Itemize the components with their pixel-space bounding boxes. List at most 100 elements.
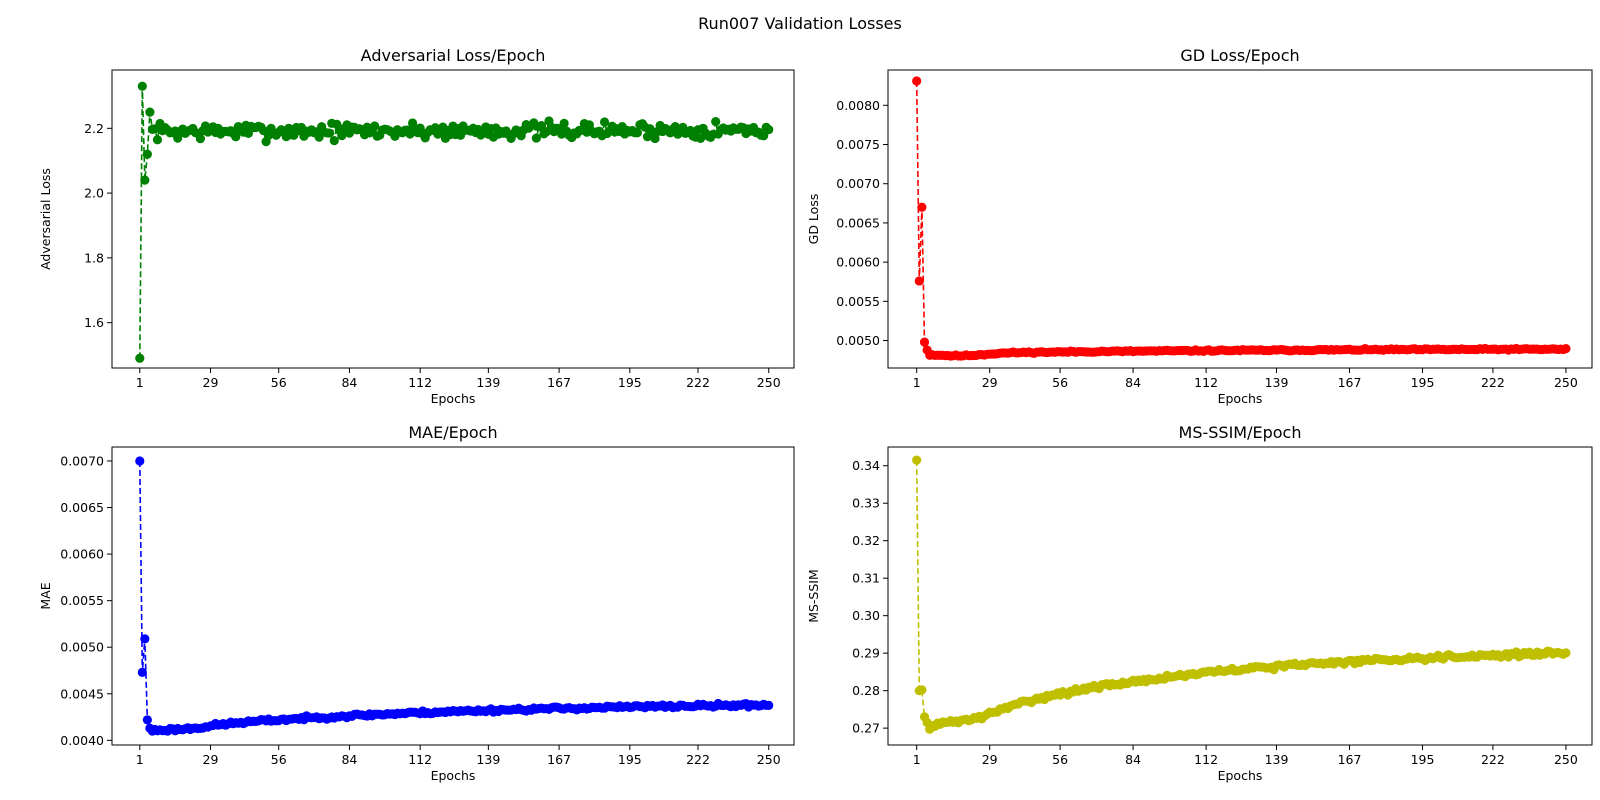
x-tick-label: 222 (1481, 375, 1505, 390)
subplot-title: MS-SSIM/Epoch (1179, 423, 1302, 442)
x-tick-label: 29 (982, 375, 998, 390)
y-axis-label: Adversarial Loss (38, 168, 53, 270)
data-point (152, 135, 163, 145)
subplot-ms-ssim: MS-SSIM/Epoch 1 29 56 84 112 139 167 195 222 250 0.… (806, 423, 1593, 783)
series (912, 455, 1571, 734)
data-point (632, 128, 642, 138)
x-tick-label: 222 (686, 375, 710, 390)
x-tick-label: 167 (1338, 752, 1362, 767)
y-tick-label: 0.0050 (836, 333, 880, 348)
x-tick-label: 29 (203, 375, 219, 390)
data-point (914, 276, 924, 286)
data-point (195, 133, 206, 144)
x-tick-label: 167 (1338, 375, 1362, 390)
y-tick-label: 0.27 (852, 721, 880, 736)
y-tick-label: 0.0070 (60, 453, 104, 468)
subplot-title: Adversarial Loss/Epoch (361, 46, 546, 65)
x-tick-label: 1 (913, 375, 921, 390)
axes-frame (887, 446, 1593, 746)
x-tick-label: 1 (913, 752, 921, 767)
x-tick-label: 84 (341, 375, 357, 390)
x-tick-label: 195 (1411, 375, 1435, 390)
y-tick-label: 0.0060 (60, 547, 104, 562)
y-tick-label: 0.32 (852, 533, 880, 548)
x-tick-label: 195 (618, 752, 642, 767)
y-tick-label: 0.0050 (60, 640, 104, 655)
x-tick-label: 250 (1554, 375, 1578, 390)
x-tick-label: 139 (476, 752, 500, 767)
y-axis-label: MAE (38, 582, 53, 609)
y-tick-label: 1.8 (84, 250, 104, 265)
data-point (1561, 648, 1571, 658)
x-tick-label: 56 (1052, 752, 1068, 767)
x-tick-label: 56 (271, 752, 287, 767)
data-point (764, 125, 774, 135)
data-point (919, 337, 930, 347)
data-point (329, 136, 339, 146)
x-tick-label: 112 (408, 375, 432, 390)
data-point (917, 202, 927, 212)
data-point (559, 118, 569, 128)
data-point (140, 634, 150, 644)
series (135, 81, 774, 363)
y-tick-label: 2.0 (84, 186, 104, 201)
x-axis-label: Epochs (1218, 768, 1263, 783)
x-tick-label: 84 (1125, 752, 1141, 767)
x-tick-label: 222 (686, 752, 710, 767)
data-point (231, 132, 241, 142)
y-tick-label: 0.0055 (836, 294, 880, 309)
y-tick-label: 2.2 (84, 121, 104, 136)
y-tick-label: 0.0075 (836, 137, 880, 152)
x-tick-label: 139 (1265, 375, 1289, 390)
x-tick-label: 112 (1194, 375, 1218, 390)
y-tick-label: 0.29 (852, 646, 880, 661)
y-tick-label: 0.0060 (836, 255, 880, 270)
data-point (599, 117, 610, 127)
y-tick-label: 0.0080 (836, 98, 880, 113)
y-tick-label: 1.6 (84, 315, 104, 330)
y-axis-label: MS-SSIM (806, 569, 821, 623)
data-point (337, 131, 347, 141)
x-tick-label: 195 (618, 375, 642, 390)
data-point (1561, 344, 1571, 354)
x-tick-label: 112 (408, 752, 432, 767)
x-axis-label: Epochs (1218, 391, 1263, 406)
x-tick-label: 139 (476, 375, 500, 390)
data-point (137, 667, 147, 677)
x-tick-label: 250 (757, 375, 781, 390)
subplot-title: MAE/Epoch (408, 423, 497, 442)
x-tick-label: 112 (1194, 752, 1218, 767)
data-point (531, 133, 541, 143)
x-tick-label: 195 (1411, 752, 1435, 767)
x-tick-label: 222 (1481, 752, 1505, 767)
x-tick-label: 56 (1052, 375, 1068, 390)
data-point (536, 120, 547, 131)
axes-frame (111, 69, 795, 369)
y-tick-label: 0.30 (852, 608, 880, 623)
x-tick-label: 84 (1125, 375, 1141, 390)
figure-title: Run007 Validation Losses (698, 14, 902, 33)
y-tick-label: 0.34 (852, 458, 880, 473)
x-tick-label: 56 (271, 375, 287, 390)
data-point (137, 81, 147, 91)
x-tick-label: 250 (757, 752, 781, 767)
y-axis-label: GD Loss (806, 194, 821, 245)
y-tick-label: 0.0065 (60, 500, 104, 515)
x-axis-label: Epochs (431, 391, 476, 406)
y-tick-label: 0.0045 (60, 686, 104, 701)
data-point (135, 456, 145, 466)
series (912, 76, 1571, 361)
data-point (370, 121, 380, 131)
y-tick-label: 0.0070 (836, 176, 880, 191)
series (135, 456, 774, 736)
y-tick-label: 0.0040 (60, 733, 104, 748)
x-tick-label: 167 (547, 752, 571, 767)
data-point (764, 700, 774, 710)
x-tick-label: 250 (1554, 752, 1578, 767)
data-point (912, 455, 922, 465)
x-tick-label: 1 (136, 375, 144, 390)
subplot-adversarial-loss: Adversarial Loss/Epoch 1 29 56 84 112 139 167 19… (38, 46, 795, 406)
x-tick-label: 29 (203, 752, 219, 767)
x-tick-label: 84 (341, 752, 357, 767)
